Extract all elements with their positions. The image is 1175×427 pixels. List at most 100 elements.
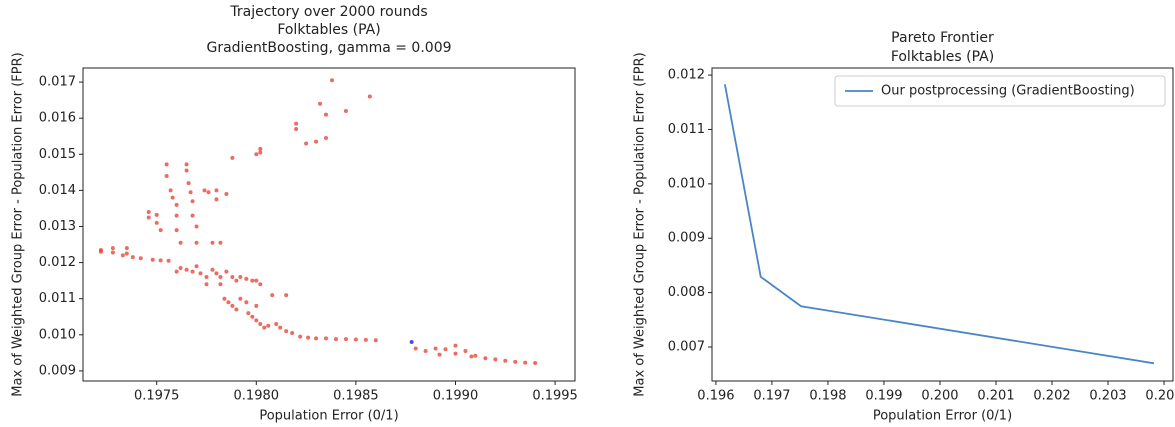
point <box>433 346 438 351</box>
point <box>146 210 151 215</box>
point <box>210 267 215 272</box>
point <box>230 275 235 280</box>
y-tick-label: 0.007 <box>668 340 705 355</box>
x-tick-label: 0.200 <box>921 389 958 404</box>
y-tick-label: 0.015 <box>39 147 76 162</box>
legend-box <box>834 75 1166 107</box>
point <box>298 334 303 339</box>
point <box>198 271 203 276</box>
point <box>258 146 263 151</box>
point <box>318 101 323 106</box>
point <box>244 300 249 305</box>
chart-title: GradientBoosting, gamma = 0.009 <box>206 40 451 56</box>
point <box>178 240 183 245</box>
y-tick-label: 0.009 <box>668 231 705 246</box>
point <box>284 329 289 334</box>
x-axis-label: Population Error (0/1) <box>873 409 1012 424</box>
point <box>343 108 348 113</box>
x-tick-label: 0.201 <box>977 389 1014 404</box>
x-tick-label: 0.1995 <box>532 389 578 404</box>
point <box>184 162 189 167</box>
point <box>258 150 263 155</box>
point <box>306 335 311 340</box>
point <box>174 202 179 207</box>
point <box>314 139 319 144</box>
point <box>194 264 199 269</box>
point <box>423 349 428 354</box>
point <box>254 318 259 323</box>
point <box>343 337 348 342</box>
y-tick-label: 0.017 <box>39 75 76 90</box>
point <box>218 240 223 245</box>
point <box>266 323 271 328</box>
point <box>234 278 239 283</box>
point <box>409 340 414 345</box>
point <box>186 181 191 186</box>
point <box>463 349 468 354</box>
point <box>284 293 289 298</box>
point <box>246 311 251 316</box>
point <box>184 267 189 272</box>
point <box>453 351 458 356</box>
x-tick-label: 0.1990 <box>433 389 479 404</box>
point <box>214 271 219 276</box>
point <box>353 337 358 342</box>
point <box>124 251 129 256</box>
plot-frame <box>711 67 1174 382</box>
point <box>110 250 115 255</box>
point <box>168 188 173 193</box>
chart-title: Folktables (PA) <box>277 22 380 38</box>
point <box>437 352 442 357</box>
point <box>158 258 163 263</box>
point <box>278 325 283 330</box>
point <box>224 269 229 274</box>
point <box>244 276 249 281</box>
chart-title: Trajectory over 2000 rounds <box>229 4 427 20</box>
point <box>274 321 279 326</box>
point <box>254 152 259 157</box>
point <box>324 136 329 141</box>
point <box>333 337 338 342</box>
point <box>258 321 263 326</box>
point <box>188 190 193 195</box>
y-tick-label: 0.010 <box>39 327 76 342</box>
point <box>204 282 209 287</box>
x-tick-label: 0.198 <box>809 389 846 404</box>
point <box>146 215 151 220</box>
y-tick-label: 0.013 <box>39 219 76 234</box>
y-axis-label: Max of Weighted Group Error - Population… <box>11 52 26 396</box>
point <box>158 228 163 233</box>
point <box>194 240 199 245</box>
point <box>324 336 329 341</box>
point <box>294 121 299 126</box>
point <box>174 213 179 218</box>
point <box>218 282 223 287</box>
point <box>254 303 259 308</box>
chart-title: Folktables (PA) <box>891 49 994 65</box>
point <box>473 353 478 358</box>
point <box>250 314 255 319</box>
point <box>206 190 211 195</box>
y-tick-label: 0.012 <box>39 255 76 270</box>
point <box>124 246 129 251</box>
point <box>224 191 229 196</box>
line <box>723 84 1155 365</box>
point <box>164 173 169 178</box>
y-tick-label: 0.010 <box>668 176 705 191</box>
chart-title: Pareto Frontier <box>891 30 994 46</box>
point <box>469 354 474 359</box>
point <box>453 343 458 348</box>
point <box>290 330 295 335</box>
point <box>367 94 372 99</box>
x-axis-label: Population Error (0/1) <box>259 409 398 424</box>
point <box>314 336 319 341</box>
y-tick-label: 0.011 <box>668 122 705 137</box>
point <box>194 224 199 229</box>
x-tick-label: 0.196 <box>697 389 734 404</box>
point <box>443 347 448 352</box>
x-tick-label: 0.197 <box>753 389 790 404</box>
point <box>493 357 498 362</box>
x-tick-label: 0.199 <box>865 389 902 404</box>
point <box>238 275 243 280</box>
